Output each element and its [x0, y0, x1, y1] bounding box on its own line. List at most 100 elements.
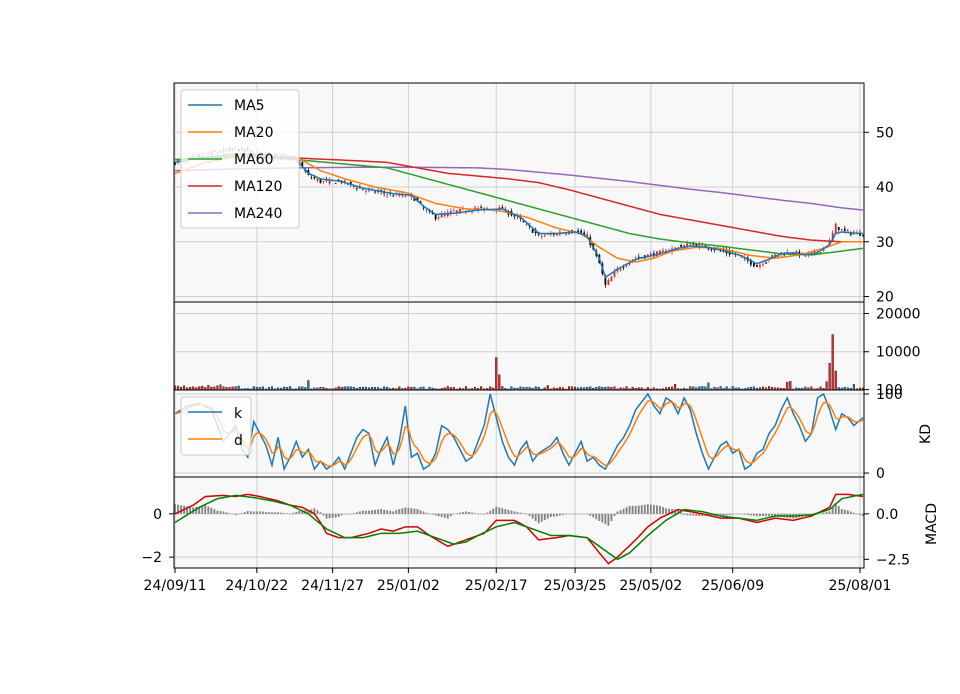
macd-histogram-bar: [349, 513, 352, 515]
candle-body: [549, 233, 552, 235]
volume-bar: [313, 387, 316, 390]
legend-ma20-label: MA20: [234, 125, 273, 141]
macd-histogram-bar: [401, 508, 404, 514]
volume-bar: [498, 374, 501, 390]
macd-histogram-bar: [419, 510, 422, 514]
macd-histogram-bar: [501, 508, 504, 514]
candle-body: [301, 162, 304, 168]
volume-bar: [664, 387, 668, 390]
macd-histogram-bar: [228, 513, 231, 514]
volume-bar: [840, 387, 843, 390]
macd-histogram-bar: [316, 510, 319, 514]
macd-histogram-bar: [752, 513, 755, 516]
volume-bar: [219, 384, 222, 390]
macd-histogram-bar: [480, 513, 483, 515]
macd-histogram-bar: [210, 507, 213, 514]
macd-histogram-bar: [743, 513, 746, 515]
candle-body: [607, 279, 610, 285]
volume-bar: [546, 385, 549, 390]
macd-histogram-bar: [271, 512, 273, 514]
macd-histogram-bar: [843, 509, 846, 514]
candle-body: [504, 208, 507, 211]
macd-histogram-bar: [662, 507, 664, 514]
candle-body: [552, 234, 555, 235]
macd-histogram-bar: [428, 513, 431, 515]
macd-histogram-bar: [546, 513, 549, 519]
volume-bar: [486, 388, 489, 390]
volume-bar: [358, 387, 361, 390]
macd-histogram-bar: [831, 507, 834, 514]
macd-histogram-bar: [246, 511, 249, 514]
volume-bar: [689, 386, 692, 390]
macd-histogram-bar: [531, 513, 534, 519]
macd-histogram-bar: [668, 508, 670, 514]
macd-histogram-bar: [607, 513, 610, 526]
macd-histogram-bar: [225, 512, 228, 514]
macd-histogram-bar: [695, 513, 698, 516]
macd-panel-border: [173, 476, 865, 569]
macd-histogram-bar: [628, 505, 631, 514]
macd-histogram-bar: [655, 505, 658, 514]
macd-histogram-bar: [649, 504, 652, 514]
volume-bar: [461, 388, 464, 390]
macd-histogram-bar: [549, 513, 552, 518]
macd-histogram-bar: [765, 513, 767, 517]
volume-bar: [373, 387, 377, 390]
macd-histogram-bar: [659, 505, 661, 514]
macd-histogram-bar: [265, 511, 267, 514]
volume-bar: [592, 388, 595, 390]
macd-histogram-bar: [440, 513, 443, 518]
candle-body: [843, 228, 846, 231]
macd-histogram-bar: [737, 513, 740, 515]
macd-histogram-bar: [646, 504, 649, 514]
macd-histogram-bar: [604, 513, 607, 525]
macd-histogram-bar: [589, 513, 592, 516]
macd-histogram-bar: [268, 512, 270, 514]
volume-bar: [501, 386, 504, 390]
macd-histogram-bar: [759, 513, 761, 517]
macd-histogram-bar: [825, 512, 828, 514]
candle-body: [834, 223, 837, 235]
volume-panel: [174, 334, 864, 390]
volume-bar: [655, 388, 658, 390]
volume-bar: [795, 387, 798, 390]
macd-histogram-bar: [389, 510, 392, 514]
volume-bar: [464, 386, 468, 390]
volume-bar: [286, 387, 289, 390]
volume-bar: [519, 386, 522, 390]
candle-body: [674, 247, 676, 249]
macd-histogram-bar: [601, 513, 604, 523]
macd-histogram-bar: [683, 513, 686, 516]
candle-body: [404, 195, 407, 197]
volume-bar: [601, 387, 604, 390]
candle-body: [362, 189, 364, 191]
candle-body: [310, 177, 313, 179]
macd-histogram-bar: [301, 509, 304, 514]
volume-bar: [728, 388, 731, 390]
candle-body: [783, 254, 786, 256]
kd-tick-label: 100: [876, 387, 903, 403]
volume-bar: [419, 387, 422, 390]
volume-bar: [483, 388, 486, 390]
x-tick-label: 25/03/25: [544, 578, 607, 594]
candle-body: [580, 230, 583, 234]
macd-histogram-bar: [222, 511, 225, 514]
volume-bar: [443, 387, 446, 390]
macd-histogram-bar: [334, 513, 337, 518]
macd-histogram-bar: [725, 513, 728, 516]
candle-body: [701, 244, 704, 246]
macd-histogram-bar: [856, 513, 858, 515]
volume-bar: [234, 386, 237, 390]
volume-bar: [407, 386, 410, 390]
volume-bar: [216, 385, 219, 390]
macd-histogram-bar: [313, 508, 316, 514]
volume-bar: [467, 388, 471, 390]
macd-histogram-bar: [355, 512, 358, 514]
macd-histogram-bar: [768, 513, 770, 517]
volume-bar: [716, 387, 719, 390]
macd-histogram-bar: [568, 513, 570, 515]
candle-body: [374, 191, 376, 193]
macd-histogram-bar: [483, 513, 486, 515]
macd-histogram-bar: [816, 513, 819, 515]
macd-histogram-bar: [634, 505, 637, 514]
